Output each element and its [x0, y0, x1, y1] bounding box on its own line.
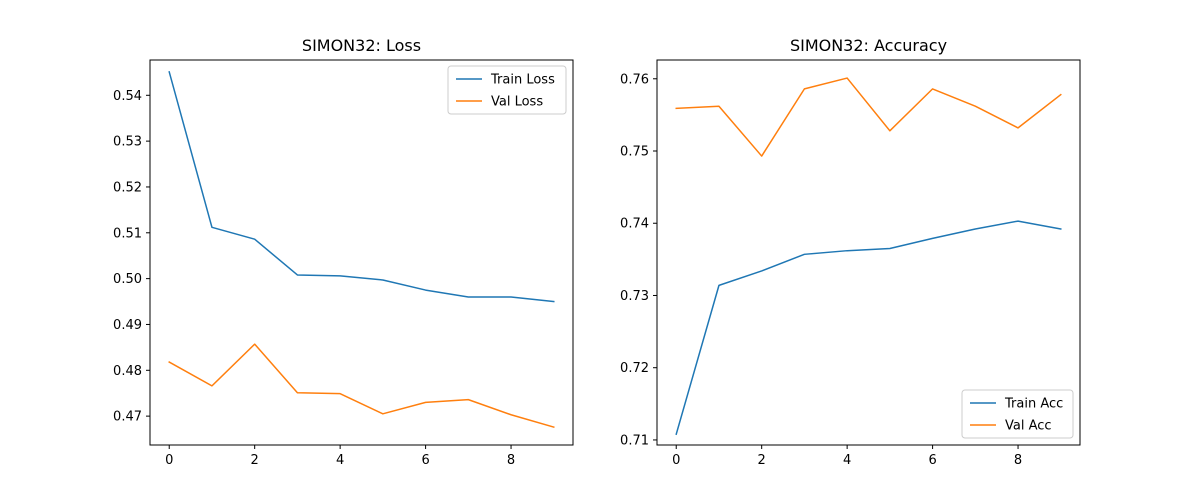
y-tick-label: 0.51 — [113, 226, 142, 241]
y-tick-label: 0.76 — [620, 72, 649, 87]
chart-1: SIMON32: Accuracy 0 2 4 6 8 0.71 0.72 0.73 0.74 0.… — [620, 36, 1081, 468]
y-tick-label: 0.54 — [113, 89, 142, 104]
legend-label: Train Loss — [490, 73, 555, 88]
x-tick-label: 8 — [507, 453, 515, 468]
y-tick-label: 0.75 — [620, 145, 649, 160]
chart-title: SIMON32: Loss — [302, 36, 421, 55]
y-tick-label: 0.73 — [620, 289, 649, 304]
series-line-val-acc — [675, 77, 1062, 157]
x-tick-label: 6 — [928, 453, 936, 468]
x-tick-label: 0 — [165, 453, 173, 468]
y-tick-label: 0.53 — [113, 135, 142, 150]
y-tick-label: 0.49 — [113, 318, 142, 333]
chart-0: SIMON32: Loss 0 2 4 6 8 0.47 0.48 0.49 0.50 0.51 0.… — [113, 36, 574, 468]
x-tick-label: 4 — [843, 453, 851, 468]
legend-box — [447, 65, 567, 115]
plot-frame — [656, 59, 1081, 446]
x-tick-label: 2 — [758, 453, 766, 468]
legend-box — [961, 389, 1074, 439]
x-tick-label: 0 — [672, 453, 680, 468]
chart-title: SIMON32: Accuracy — [790, 36, 947, 55]
legend-label: Train Acc — [1004, 397, 1063, 412]
legend-label: Val Acc — [1005, 419, 1052, 434]
legend: Train Loss Val Loss — [447, 65, 567, 115]
x-tick-label: 2 — [251, 453, 259, 468]
charts: SIMON32: Loss 0 2 4 6 8 0.47 0.48 0.49 0.50 0.51 0.… — [113, 36, 1081, 468]
x-tick-label: 8 — [1014, 453, 1022, 468]
y-tick-label: 0.50 — [113, 272, 142, 287]
legend-label: Val Loss — [491, 95, 543, 110]
series-line-train-acc — [675, 220, 1062, 436]
y-tick-label: 0.74 — [620, 217, 649, 232]
y-tick-label: 0.48 — [113, 364, 142, 379]
y-tick-label: 0.71 — [620, 433, 649, 448]
x-tick-label: 6 — [421, 453, 429, 468]
x-tick-label: 4 — [336, 453, 344, 468]
y-tick-label: 0.47 — [113, 410, 142, 425]
y-tick-label: 0.52 — [113, 180, 142, 195]
y-tick-label: 0.72 — [620, 361, 649, 376]
series-line-train-loss — [168, 70, 555, 303]
series-line-val-loss — [168, 343, 555, 429]
plot-frame — [149, 59, 574, 446]
legend: Train Acc Val Acc — [961, 389, 1074, 439]
